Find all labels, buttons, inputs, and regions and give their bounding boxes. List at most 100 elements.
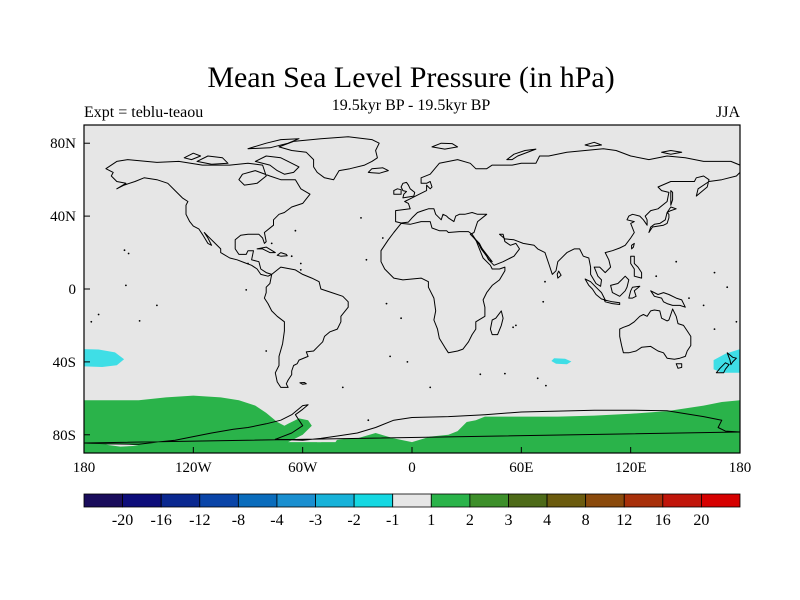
coastline-borneo <box>610 275 630 297</box>
island-40 <box>406 361 409 363</box>
island-23 <box>479 373 482 376</box>
island-29 <box>542 300 545 303</box>
island-41 <box>367 419 370 422</box>
x-tick-label: 180 <box>729 460 752 476</box>
colorbar-box <box>430 493 471 508</box>
coastline-sakhalin <box>670 190 674 206</box>
y-tick-label: 40S <box>53 355 76 371</box>
colorbar-label: 1 <box>427 512 435 529</box>
colorbar-label: 8 <box>582 512 590 529</box>
island-1 <box>127 252 130 255</box>
coastline-africa <box>380 221 506 354</box>
island-5 <box>125 284 127 287</box>
colorbar-label: 4 <box>543 512 551 529</box>
coastline-australia <box>619 308 692 360</box>
colorbar-label: -3 <box>309 512 322 529</box>
region-southern-ocean-positive-west <box>84 395 740 453</box>
season-label: JJA <box>716 104 740 121</box>
colorbar-box <box>199 493 239 508</box>
region-south-pacific-negative-east <box>713 349 740 373</box>
island-11 <box>688 297 690 299</box>
island-8 <box>735 320 738 323</box>
colorbar-label: -20 <box>112 512 133 529</box>
island-31 <box>265 350 268 352</box>
x-tick-label: 120E <box>615 460 647 476</box>
coastline-banks-island <box>183 152 202 161</box>
coastline-great-britain <box>400 181 416 199</box>
colorbar: -20 -16 -12 -8 -4 -3 -2 -1 1 2 3 4 8 12 16 20 <box>83 493 741 529</box>
island-2 <box>123 249 126 252</box>
coastline-japan <box>648 206 677 233</box>
colorbar-box <box>392 493 432 508</box>
coastline-svalbard <box>431 142 459 150</box>
coastline-new-zealand-north <box>726 352 737 366</box>
coastline-sri-lanka <box>556 270 562 279</box>
coastline-hispaniola <box>276 252 288 257</box>
pressure-regions <box>84 349 740 453</box>
coastline-north-america <box>105 159 311 277</box>
island-22 <box>429 386 432 389</box>
island-28 <box>512 326 514 329</box>
colorbar-label: -2 <box>347 512 360 529</box>
island-19 <box>385 302 388 305</box>
small-islands <box>90 217 738 422</box>
coastline-greenland <box>278 136 380 181</box>
coastline-new-guinea <box>650 290 686 308</box>
x-tick-label: 180 <box>73 460 96 476</box>
x-tick-label: 60E <box>509 460 533 476</box>
ross-patch <box>105 443 139 447</box>
colorbar-box <box>315 493 355 508</box>
island-3 <box>138 320 141 322</box>
experiment-label: Expt = teblu-teaou <box>84 104 203 121</box>
coastline-cuba <box>256 246 276 254</box>
x-axis-ticks: 180 120W 60W 0 60E 120E 180 <box>73 447 752 476</box>
coastlines <box>84 136 740 445</box>
coastline-south-america <box>263 266 349 388</box>
coastline-philippines <box>630 255 643 279</box>
coastline-madagascar <box>489 310 504 336</box>
coastline-falklands <box>299 382 307 385</box>
island-32 <box>245 289 248 291</box>
island-4 <box>156 304 158 307</box>
island-24 <box>504 372 506 375</box>
colorbar-label: -8 <box>232 512 245 529</box>
colorbar-label: 3 <box>505 512 513 529</box>
region-south-indian-negative <box>551 358 572 365</box>
island-12 <box>726 286 729 289</box>
coastline-java <box>603 299 621 305</box>
coastline-severnaya-zemlya <box>584 141 602 147</box>
colorbar-box <box>469 493 509 508</box>
coastline-new-siberian-islands <box>661 150 683 155</box>
region-south-pacific-negative-west <box>84 349 125 367</box>
colorbar-box <box>662 493 702 508</box>
colorbar-label: -12 <box>189 512 210 529</box>
colorbar-box <box>276 493 316 508</box>
island-37 <box>299 262 302 265</box>
island-36 <box>290 255 293 258</box>
colorbar-label: 20 <box>693 512 709 529</box>
island-39 <box>341 386 344 389</box>
colorbar-box <box>508 493 548 508</box>
colorbar-box <box>623 493 664 508</box>
island-17 <box>365 258 368 261</box>
island-10 <box>702 304 705 307</box>
coastline-baffin-island <box>254 155 300 175</box>
colorbar-label: -16 <box>151 512 172 529</box>
x-tick-label: 60W <box>288 460 318 476</box>
colorbar-box <box>160 493 201 508</box>
island-34 <box>294 229 297 232</box>
coastline-sulawesi <box>628 285 641 299</box>
plot-subtitle: 19.5kyr BP - 19.5kyr BP <box>332 97 491 114</box>
coastline-victoria-island <box>196 155 229 165</box>
colorbar-box <box>353 493 394 508</box>
island-6 <box>97 313 100 316</box>
island-16 <box>381 237 384 239</box>
coastline-arabian-mainland-anchor <box>473 237 493 263</box>
coastline-tasmania <box>675 363 683 369</box>
x-tick-label: 0 <box>408 460 416 476</box>
coastline-sumatra <box>584 278 606 301</box>
island-18 <box>360 217 362 219</box>
coastline-taiwan <box>631 242 635 250</box>
colorbar-label: 2 <box>466 512 474 529</box>
